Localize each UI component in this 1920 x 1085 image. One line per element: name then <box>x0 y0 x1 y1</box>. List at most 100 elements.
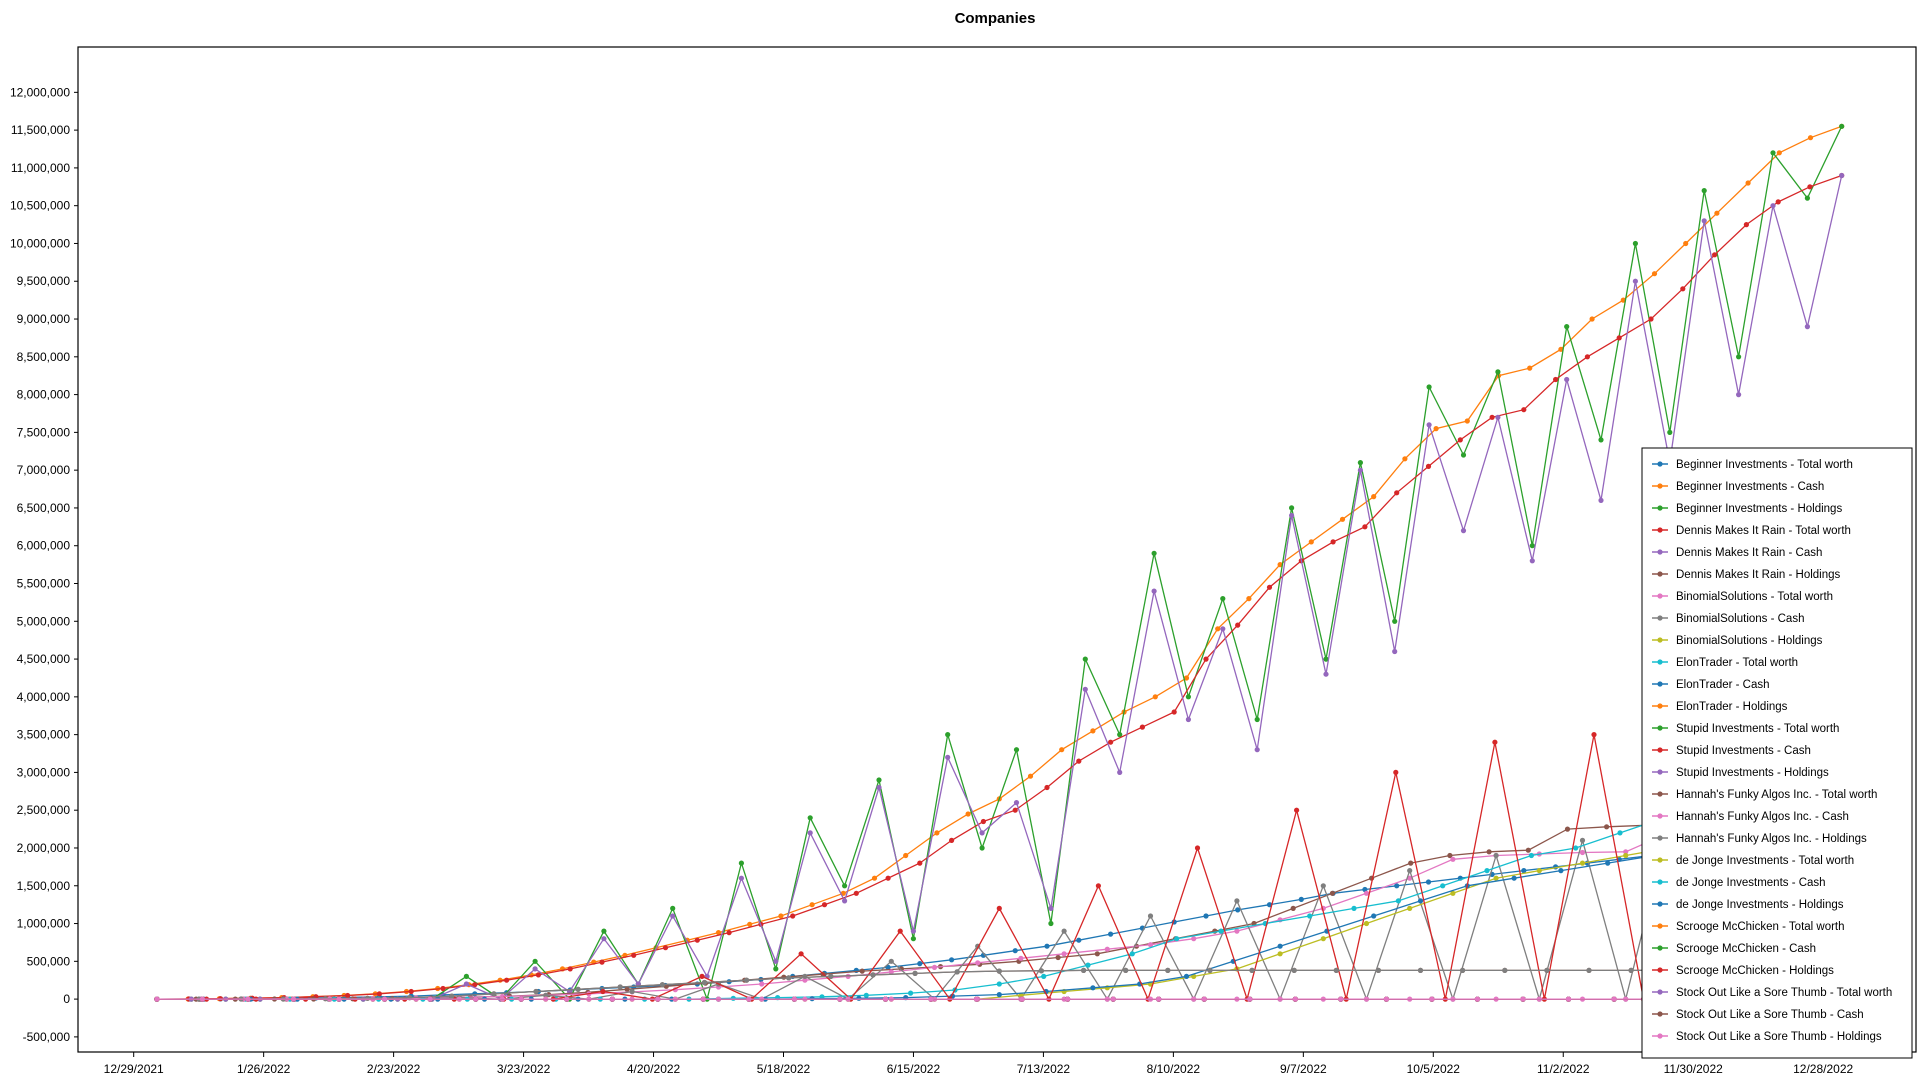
legend-swatch-marker <box>1657 461 1663 467</box>
series-point <box>1745 180 1751 186</box>
series-point <box>1298 896 1304 903</box>
series-point <box>1012 948 1018 954</box>
series-point <box>1183 675 1190 681</box>
legend-label: de Jonge Investments - Holdings <box>1676 899 1844 911</box>
series-point <box>1460 528 1467 534</box>
series-point <box>1521 407 1527 413</box>
series-point <box>1147 913 1154 919</box>
series-point <box>965 811 971 817</box>
series-point <box>1457 437 1463 443</box>
series-point <box>1194 845 1201 851</box>
series-point <box>1623 852 1629 859</box>
legend-box <box>1641 447 1913 1059</box>
series-point <box>473 996 479 1002</box>
series-point <box>694 937 700 943</box>
plot-area <box>77 46 1917 1053</box>
series-line <box>156 174 1842 1000</box>
series-point <box>1203 656 1209 662</box>
y-tick-label: 10,000,000 <box>10 236 70 250</box>
series-point <box>1565 996 1572 1002</box>
series-point <box>1425 463 1432 469</box>
series-point <box>629 988 635 995</box>
legend-swatch-marker <box>1657 593 1663 599</box>
series-line <box>156 126 1843 1002</box>
series-point <box>701 979 708 986</box>
series-point <box>1289 505 1295 511</box>
series-point <box>1018 955 1024 961</box>
series-point <box>1558 346 1564 352</box>
series-point <box>1701 218 1707 224</box>
legend-label: BinomialSolutions - Cash <box>1676 613 1804 625</box>
legend-swatch-marker <box>1657 945 1663 951</box>
series-point <box>931 964 938 971</box>
series-point <box>1521 868 1527 874</box>
legend-swatch-marker <box>1657 659 1663 665</box>
series-point <box>1371 494 1377 500</box>
series-point <box>1362 524 1368 530</box>
x-tick-label: 5/18/2022 <box>757 1062 811 1076</box>
legend-swatch-marker <box>1657 615 1663 621</box>
series-point <box>1044 784 1050 791</box>
series-point <box>1061 951 1067 957</box>
legend-swatch-marker <box>1657 791 1663 797</box>
y-tick-label: 11,500,000 <box>11 123 70 137</box>
series-point <box>1254 747 1260 753</box>
series-point <box>979 830 985 836</box>
series-point <box>1558 868 1564 874</box>
series-point <box>1291 967 1297 974</box>
x-tick-label: 8/10/2022 <box>1147 1062 1201 1076</box>
series-point <box>1736 354 1742 360</box>
y-tick-label: 0 <box>63 992 70 1006</box>
x-tick-label: 3/23/2022 <box>497 1062 551 1076</box>
series-point <box>1076 758 1082 764</box>
series-point <box>1447 852 1453 859</box>
series-point <box>631 952 637 958</box>
series-point <box>802 973 808 980</box>
series-point <box>564 996 570 1002</box>
legend-label: Stock Out Like a Sore Thumb - Cash <box>1676 1009 1864 1021</box>
series-point <box>996 981 1002 987</box>
series-point <box>730 995 736 1001</box>
series-point <box>863 992 869 998</box>
series-point <box>1520 996 1526 1002</box>
series-point <box>1407 905 1413 912</box>
series-point <box>1486 849 1492 855</box>
series-point <box>1417 967 1424 974</box>
series-point <box>463 973 469 980</box>
series-point <box>1012 807 1018 813</box>
series-point <box>1013 747 1020 753</box>
series-point <box>1152 694 1158 700</box>
series-point <box>1804 195 1810 201</box>
legend-label: Beginner Investments - Cash <box>1676 481 1824 493</box>
series-point <box>382 996 388 1002</box>
series-point <box>1292 996 1298 1002</box>
series-point <box>1770 203 1776 209</box>
y-tick-label: 7,500,000 <box>17 425 71 439</box>
legend-swatch-marker <box>1657 505 1663 511</box>
series-point <box>1776 150 1782 156</box>
series-point <box>744 977 750 983</box>
y-tick-label: 9,000,000 <box>17 312 71 326</box>
y-tick-label: 500,000 <box>27 954 71 968</box>
series-point <box>1357 467 1363 473</box>
series-point <box>575 986 581 992</box>
series-point <box>1573 845 1579 851</box>
series-point <box>1277 943 1283 949</box>
series-point <box>807 830 813 836</box>
series-point <box>245 996 251 1002</box>
series-point <box>601 936 607 942</box>
series-point <box>876 784 882 791</box>
series-point <box>1185 694 1191 700</box>
series-point <box>798 951 804 957</box>
series-point <box>1185 716 1191 723</box>
series-point <box>837 996 843 1002</box>
series-point <box>746 996 752 1002</box>
series-point <box>1065 996 1071 1002</box>
series-point <box>1775 199 1781 205</box>
series-point <box>974 996 980 1002</box>
series-point <box>842 883 848 889</box>
series-point <box>1235 907 1241 913</box>
series-point <box>791 996 798 1002</box>
series-point <box>1117 732 1123 738</box>
series-point <box>1584 354 1590 360</box>
